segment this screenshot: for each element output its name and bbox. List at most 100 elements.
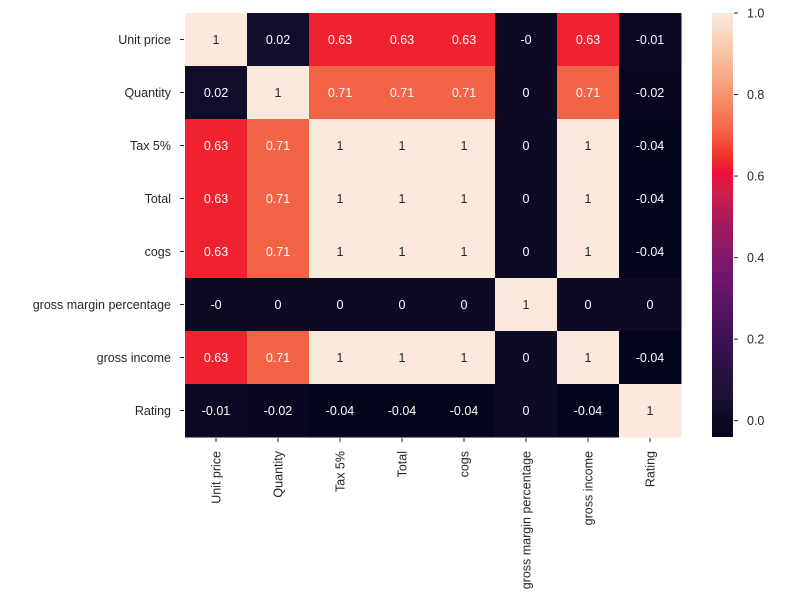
x-tick-label: gross income [582,451,596,525]
heatmap-cell [619,172,682,226]
heatmap-cell [433,13,496,67]
heatmap-cell [619,384,682,438]
heatmap-cell [185,119,248,173]
cell-value-label: 1 [585,139,592,153]
colorbar: 0.0 0.2 0.4 0.6 0.8 1.0 [712,7,764,437]
cell-value-label: -0.04 [450,404,479,418]
heatmap-cell [247,225,310,279]
heatmap-cell [433,225,496,279]
heatmap-cell [371,331,434,385]
y-tick-label: gross income [97,351,171,365]
heatmap-cell [247,13,310,67]
y-tick-label: Tax 5% [130,139,171,153]
heatmap-cell [557,172,620,226]
cell-value-label: 0.71 [452,86,476,100]
heatmap-cell [371,278,434,332]
heatmap-cell [185,172,248,226]
heatmap-cell [247,384,310,438]
heatmap-cell [371,66,434,120]
heatmap-cell [495,119,558,173]
y-tick-label: Quantity [124,86,171,100]
cell-value-label: -0 [210,298,221,312]
heatmap-cell [433,384,496,438]
x-axis-labels: Unit price Quantity Tax 5% Total cogs gross m… [210,438,658,589]
heatmap-cells: 1 0.02 0.63 0.63 0.63 -0 0.63 -0.01 0.02 1 0.71 0.7… [185,13,682,438]
cell-value-label: 1 [399,245,406,259]
heatmap-cell [557,278,620,332]
cell-value-label: 1 [585,351,592,365]
colorbar-tick-label: 0.0 [747,414,764,428]
heatmap-cell [309,119,372,173]
cell-value-label: 1 [585,245,592,259]
cell-value-label: 0.02 [266,33,290,47]
heatmap-cell [433,172,496,226]
cell-value-label: -0 [520,33,531,47]
cell-value-label: 0.63 [390,33,414,47]
cell-value-label: -0.02 [264,404,293,418]
heatmap-cell [309,384,372,438]
heatmap-cell [433,278,496,332]
heatmap-cell [495,384,558,438]
heatmap-cell [371,225,434,279]
heatmap-cell [185,225,248,279]
cell-value-label: 0.71 [576,86,600,100]
cell-value-label: 1 [585,192,592,206]
heatmap-cell [247,278,310,332]
cell-value-label: 0.63 [204,192,228,206]
heatmap-cell [309,331,372,385]
heatmap-cell [619,225,682,279]
x-tick-label: Total [396,451,410,477]
cell-value-label: -0.04 [574,404,603,418]
heatmap-cell [309,225,372,279]
x-tick-label: Tax 5% [334,451,348,492]
heatmap-cell [185,278,248,332]
colorbar-tick-label: 0.2 [747,333,764,347]
cell-value-label: 0.71 [266,245,290,259]
heatmap-cell [433,119,496,173]
cell-value-label: 1 [399,139,406,153]
heatmap-cell [185,66,248,120]
heatmap-cell [371,384,434,438]
heatmap-cell [557,119,620,173]
cell-value-label: -0.04 [636,192,665,206]
cell-value-label: 0.71 [328,86,352,100]
cell-value-label: -0.04 [636,351,665,365]
x-tick-label: Rating [644,451,658,487]
colorbar-tick-label: 1.0 [747,7,764,21]
cell-value-label: -0.02 [636,86,665,100]
heatmap-cell [185,331,248,385]
cell-value-label: 0.63 [328,33,352,47]
heatmap-cell [247,331,310,385]
heatmap-cell [309,13,372,67]
heatmap-cell [557,331,620,385]
heatmap-cell [309,172,372,226]
heatmap-cell [495,13,558,67]
cell-value-label: 0 [523,139,530,153]
colorbar-tick-label: 0.8 [747,88,764,102]
heatmap-cell [185,384,248,438]
y-tick-label: cogs [145,245,171,259]
heatmap-cell [433,331,496,385]
y-axis-labels: Unit price Quantity Tax 5% Total cogs gross m… [33,33,184,418]
cell-value-label: 0 [523,245,530,259]
cell-value-label: 0 [399,298,406,312]
cell-value-label: 0 [337,298,344,312]
cell-value-label: 1 [461,192,468,206]
cell-value-label: -0.04 [636,139,665,153]
colorbar-tick-label: 0.6 [747,170,764,184]
cell-value-label: -0.04 [636,245,665,259]
cell-value-label: 0 [647,298,654,312]
cell-value-label: 0.63 [204,351,228,365]
heatmap-cell [619,119,682,173]
heatmap-cell [495,331,558,385]
cell-value-label: 0.63 [204,139,228,153]
heatmap-cell [371,13,434,67]
cell-value-label: 0 [275,298,282,312]
heatmap-cell [247,66,310,120]
heatmap-cell [371,119,434,173]
cell-value-label: 1 [461,245,468,259]
x-tick-label: Unit price [210,451,224,504]
cell-value-label: 1 [337,245,344,259]
heatmap-cell [185,13,248,67]
